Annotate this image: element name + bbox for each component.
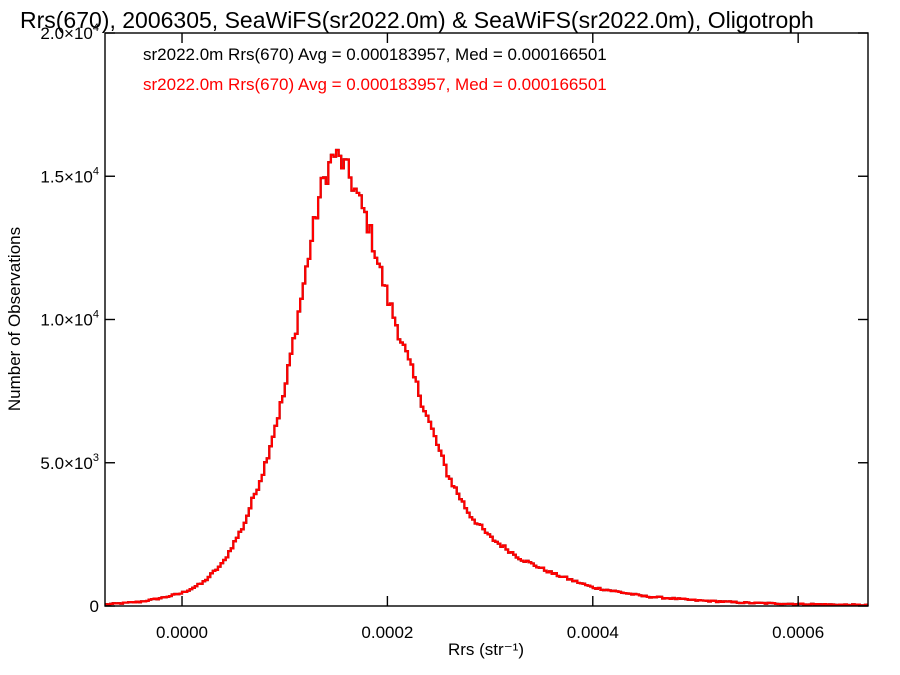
plot-frame (104, 32, 869, 607)
series-line-red (105, 148, 869, 607)
y-tick-label: 0 (90, 597, 99, 616)
histogram-series (105, 148, 869, 607)
x-tick-label: 0.0000 (156, 623, 208, 642)
y-tick-label: 5.0×103 (40, 452, 99, 473)
y-axis-label: Number of Observations (5, 227, 24, 411)
legend-entry-black: sr2022.0m Rrs(670) Avg = 0.000183957, Me… (143, 45, 607, 64)
axes: 0.0000 0.0002 0.0004 0.0006 0 5.0×103 1.0×104 1… (40, 22, 868, 642)
x-tick-label: 0.0004 (567, 623, 619, 642)
legend: sr2022.0m Rrs(670) Avg = 0.000183957, Me… (143, 45, 607, 94)
x-axis-label: Rrs (str⁻¹) (448, 640, 524, 659)
y-tick-label: 2.0×104 (40, 22, 99, 43)
series-line-black (105, 148, 869, 607)
x-tick-label: 0.0006 (772, 623, 824, 642)
legend-entry-red: sr2022.0m Rrs(670) Avg = 0.000183957, Me… (143, 75, 607, 94)
chart-title: Rrs(670), 2006305, SeaWiFS(sr2022.0m) & … (20, 7, 814, 33)
y-tick-label: 1.5×104 (40, 165, 99, 186)
x-tick-label: 0.0002 (361, 623, 413, 642)
y-tick-label: 1.0×104 (40, 309, 99, 330)
